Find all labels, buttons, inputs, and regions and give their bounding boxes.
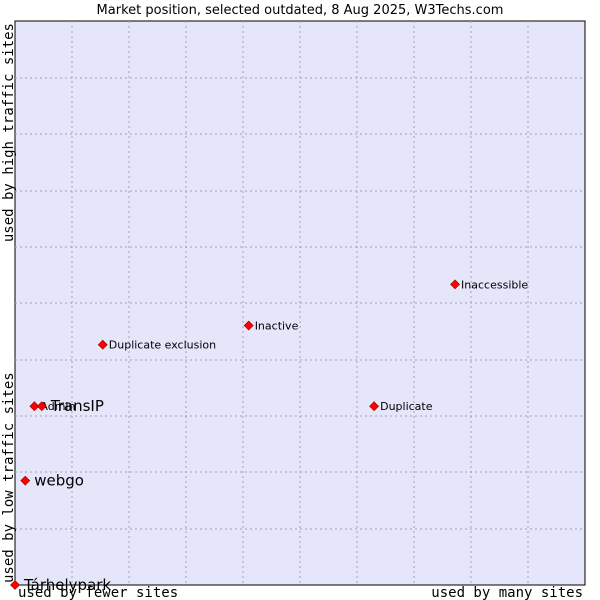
data-point-marker <box>10 580 20 590</box>
data-point-label: Admin <box>40 400 75 413</box>
y-axis-label-high: used by high traffic sites <box>1 23 17 242</box>
y-axis-label-low: used by low traffic sites <box>1 372 17 583</box>
data-point-marker <box>36 401 47 412</box>
data-point-marker <box>20 475 31 486</box>
data-point-label: Tárhelypark <box>23 576 111 594</box>
data-points: Inaccessible Inactive Duplicate exclusion D… <box>10 278 528 594</box>
data-point-label: Duplicate <box>380 400 433 413</box>
data-point-label: webgo <box>34 472 84 490</box>
data-point-marker <box>29 401 40 412</box>
data-point-marker <box>243 320 254 331</box>
data-point-marker <box>369 401 380 412</box>
data-point-label: Duplicate exclusion <box>109 339 216 352</box>
x-axis-label-low: used by fewer sites <box>18 585 178 600</box>
data-point-label: TransIP <box>50 397 104 415</box>
data-point-marker <box>450 279 460 290</box>
data-point-marker <box>97 339 108 350</box>
x-axis-label-high: used by many sites <box>431 585 583 600</box>
grid-lines <box>15 21 585 585</box>
chart-title: Market position, selected outdated, 8 Au… <box>97 3 504 18</box>
data-point-label: Inactive <box>255 320 299 333</box>
data-point-label: Inaccessible <box>461 278 528 291</box>
